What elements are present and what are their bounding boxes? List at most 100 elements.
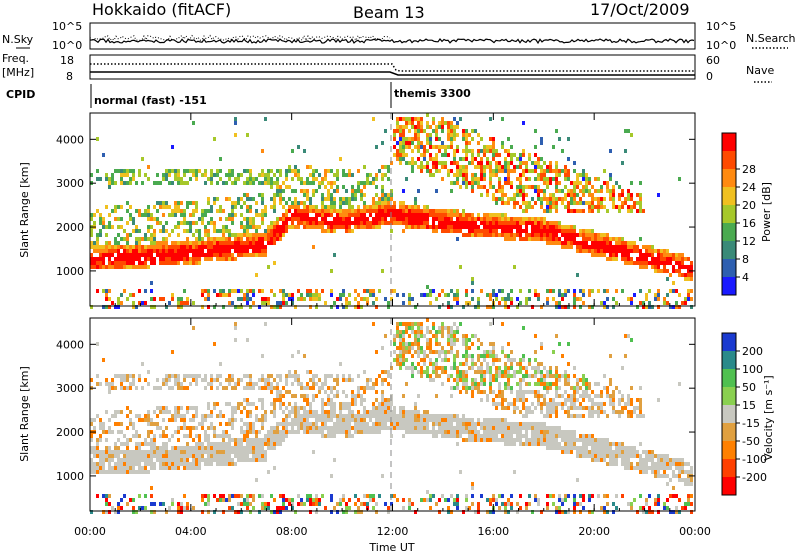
velocity-cell bbox=[207, 414, 210, 418]
velocity-cell bbox=[414, 366, 417, 370]
velocity-cell bbox=[339, 502, 342, 506]
power-cell bbox=[96, 249, 99, 253]
power-cell bbox=[276, 237, 279, 241]
power-cell bbox=[360, 225, 363, 229]
velocity-cell bbox=[180, 386, 183, 390]
power-cell bbox=[522, 189, 525, 193]
velocity-cell bbox=[435, 358, 438, 362]
velocity-cell bbox=[411, 366, 414, 370]
velocity-cell bbox=[438, 366, 441, 370]
power-cell bbox=[150, 213, 153, 217]
power-cell bbox=[462, 305, 465, 309]
power-cell bbox=[234, 305, 237, 309]
power-cell bbox=[210, 237, 213, 241]
power-cell bbox=[480, 161, 483, 165]
power-cell bbox=[186, 205, 189, 209]
power-cell bbox=[444, 293, 447, 297]
velocity-cell bbox=[507, 366, 510, 370]
power-cell bbox=[306, 181, 309, 185]
velocity-cell bbox=[399, 350, 402, 354]
power-cell bbox=[393, 221, 396, 225]
velocity-cell bbox=[312, 502, 315, 506]
velocity-cell bbox=[171, 450, 174, 454]
power-cell bbox=[639, 237, 642, 241]
velocity-cell bbox=[183, 494, 186, 498]
power-cell bbox=[279, 173, 282, 177]
power-cell bbox=[534, 229, 537, 233]
colorbar-segment bbox=[722, 133, 736, 151]
power-cell bbox=[483, 229, 486, 233]
velocity-cell bbox=[489, 386, 492, 390]
power-cell bbox=[171, 169, 174, 173]
power-cell bbox=[420, 169, 423, 173]
power-cell bbox=[450, 209, 453, 213]
power-cell bbox=[234, 213, 237, 217]
power-cell bbox=[174, 253, 177, 257]
power-cell bbox=[378, 169, 381, 173]
power-cell bbox=[216, 253, 219, 257]
power-cell bbox=[528, 177, 531, 181]
velocity-cell bbox=[513, 442, 516, 446]
power-cell bbox=[429, 213, 432, 217]
velocity-cell bbox=[306, 402, 309, 406]
velocity-cell bbox=[495, 434, 498, 438]
power-cell bbox=[291, 225, 294, 229]
power-cell bbox=[408, 129, 411, 133]
velocity-cell bbox=[177, 386, 180, 390]
velocity-cell bbox=[471, 366, 474, 370]
power-cell bbox=[177, 253, 180, 257]
velocity-cell bbox=[120, 410, 123, 414]
power-cell bbox=[456, 217, 459, 221]
power-cell bbox=[654, 297, 657, 301]
power-cell bbox=[225, 229, 228, 233]
power-cell bbox=[573, 237, 576, 241]
velocity-cell bbox=[135, 470, 138, 474]
velocity-cell bbox=[108, 418, 111, 422]
power-cell bbox=[609, 189, 612, 193]
power-cell bbox=[540, 197, 543, 201]
power-cell bbox=[303, 217, 306, 221]
power-cell bbox=[333, 221, 336, 225]
power-cell bbox=[162, 205, 165, 209]
velocity-cell bbox=[228, 494, 231, 498]
power-cell bbox=[342, 305, 345, 309]
velocity-cell bbox=[453, 338, 456, 342]
velocity-cell bbox=[492, 422, 495, 426]
velocity-cell bbox=[387, 506, 390, 510]
power-cell bbox=[369, 221, 372, 225]
power-cell bbox=[399, 133, 402, 137]
power-cell bbox=[474, 173, 477, 177]
power-cell bbox=[117, 257, 120, 261]
power-cell bbox=[543, 221, 546, 225]
velocity-cell bbox=[276, 386, 279, 390]
velocity-cell bbox=[444, 358, 447, 362]
velocity-cell bbox=[510, 358, 513, 362]
power-cell bbox=[219, 293, 222, 297]
power-cell bbox=[504, 181, 507, 185]
power-cell bbox=[417, 217, 420, 221]
velocity-cell bbox=[327, 386, 330, 390]
power-cell bbox=[234, 289, 237, 293]
velocity-cell bbox=[225, 454, 228, 458]
velocity-cell bbox=[186, 454, 189, 458]
power-cell bbox=[405, 205, 408, 209]
velocity-cell bbox=[129, 454, 132, 458]
velocity-cell bbox=[507, 406, 510, 410]
power-cell bbox=[246, 133, 249, 137]
power-cell bbox=[636, 261, 639, 265]
power-cell bbox=[165, 201, 168, 205]
power-cell bbox=[375, 193, 378, 197]
power-cell bbox=[123, 265, 126, 269]
power-cell bbox=[333, 253, 336, 257]
velocity-cell bbox=[378, 422, 381, 426]
velocity-cell bbox=[483, 358, 486, 362]
velocity-cell bbox=[210, 374, 213, 378]
velocity-cell bbox=[177, 506, 180, 510]
velocity-cell bbox=[114, 510, 117, 514]
power-cell bbox=[456, 133, 459, 137]
velocity-cell bbox=[345, 402, 348, 406]
velocity-cell bbox=[519, 366, 522, 370]
velocity-cell bbox=[474, 386, 477, 390]
power-cell bbox=[315, 221, 318, 225]
power-cell bbox=[432, 217, 435, 221]
